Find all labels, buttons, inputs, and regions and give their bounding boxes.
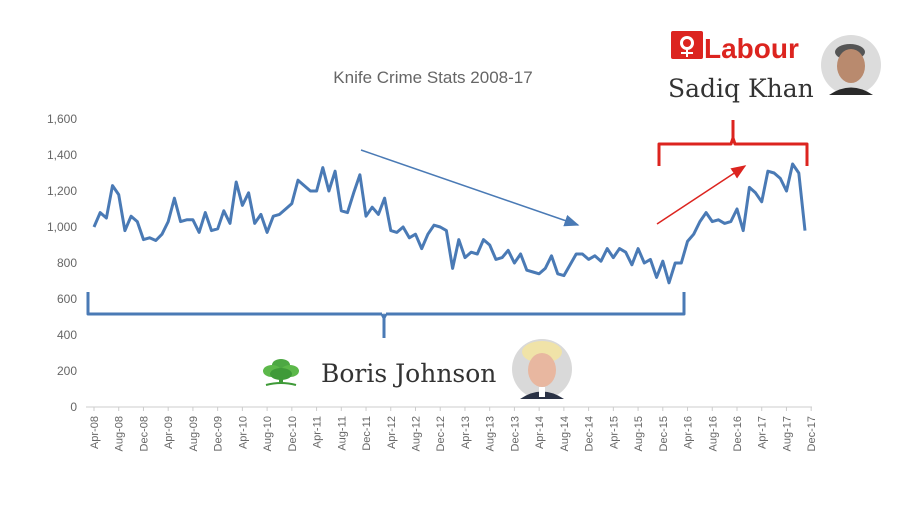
y-tick-label: 200 (57, 364, 77, 378)
y-tick-label: 800 (57, 256, 77, 270)
sadiq-khan-label: Sadiq Khan (668, 74, 814, 103)
x-tick-label: Dec-08 (138, 416, 150, 451)
boris-johnson-avatar (512, 339, 572, 399)
upward-trend-arrow (656, 165, 747, 225)
y-tick-label: 0 (70, 400, 77, 414)
x-tick-label: Aug-15 (633, 416, 645, 451)
sadiq-khan-avatar (821, 35, 881, 95)
x-tick-label: Aug-08 (114, 416, 126, 451)
x-tick-label: Apr-09 (163, 416, 175, 449)
sadiq-term-bracket (657, 120, 809, 166)
x-tick-label: Apr-10 (237, 416, 249, 449)
x-tick-label: Apr-08 (89, 416, 101, 449)
boris-term-bracket (86, 292, 686, 338)
x-tick-label: Apr-13 (460, 416, 472, 449)
x-tick-label: Aug-16 (707, 416, 719, 451)
boris-johnson-label: Boris Johnson (321, 359, 496, 388)
x-tick-label: Dec-14 (584, 416, 596, 451)
y-tick-label: 1,000 (47, 220, 77, 234)
x-tick-label: Apr-17 (757, 416, 769, 449)
y-tick-label: 1,600 (47, 112, 77, 126)
chart-title: Knife Crime Stats 2008-17 (333, 68, 532, 87)
y-tick-label: 600 (57, 292, 77, 306)
x-tick-label: Aug-13 (485, 416, 497, 451)
x-tick-label: Apr-14 (534, 416, 546, 449)
x-tick-label: Aug-09 (188, 416, 200, 451)
x-tick-label: Dec-17 (806, 416, 818, 451)
x-tick-label: Aug-11 (336, 416, 348, 451)
conservative-tree-icon (263, 359, 299, 386)
x-tick-label: Dec-13 (509, 416, 521, 451)
x-tick-label: Aug-17 (781, 416, 793, 451)
x-tick-label: Dec-16 (732, 416, 744, 451)
y-tick-label: 1,400 (47, 148, 77, 162)
x-tick-label: Dec-11 (361, 416, 373, 451)
y-tick-label: 400 (57, 328, 77, 342)
x-tick-label: Dec-12 (435, 416, 447, 451)
x-tick-label: Apr-12 (386, 416, 398, 449)
x-tick-label: Apr-11 (312, 416, 324, 448)
downward-trend-arrow (360, 149, 580, 227)
x-tick-label: Aug-10 (262, 416, 274, 451)
y-tick-label: 1,200 (47, 184, 77, 198)
y-axis-ticks: 0 200 400 600 800 1,000 1,200 1,400 1,600 (47, 112, 77, 414)
x-tick-label: Aug-14 (559, 416, 571, 451)
x-tick-label: Apr-16 (683, 416, 695, 449)
x-tick-label: Dec-10 (287, 416, 299, 451)
x-tick-label: Apr-15 (608, 416, 620, 449)
x-tick-label: Aug-12 (410, 416, 422, 451)
series-line-knife-crime (92, 162, 807, 285)
x-axis-ticks: Apr-08 Aug-08 Dec-08 Apr-09 Aug-09 Dec-09 Apr-… (89, 407, 818, 451)
labour-rose-icon (671, 31, 703, 59)
labour-logo-text: Labour (704, 33, 799, 64)
x-tick-label: Dec-09 (213, 416, 225, 451)
x-tick-label: Dec-15 (658, 416, 670, 451)
